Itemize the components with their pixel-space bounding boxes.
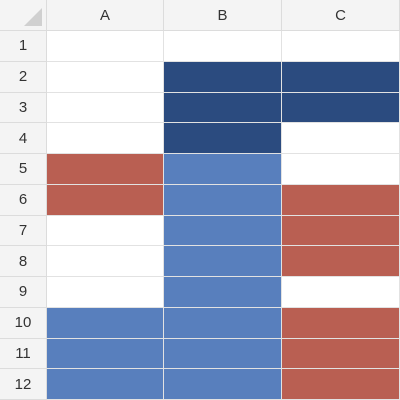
cell-a1[interactable] — [47, 31, 164, 62]
row-header-3[interactable]: 3 — [0, 92, 47, 124]
cell-c1[interactable] — [282, 31, 400, 62]
cell-b3[interactable] — [164, 92, 282, 124]
row-header-7[interactable]: 7 — [0, 215, 47, 247]
cell-a11[interactable] — [47, 338, 164, 370]
cell-b7[interactable] — [164, 215, 282, 247]
cell-a9[interactable] — [47, 277, 164, 308]
cell-a3[interactable] — [47, 92, 164, 124]
cell-a2[interactable] — [47, 61, 164, 93]
cell-b5[interactable] — [164, 154, 282, 185]
cell-c11[interactable] — [282, 338, 400, 370]
cell-c10[interactable] — [282, 307, 400, 339]
cell-c12[interactable] — [282, 369, 400, 400]
row-header-8[interactable]: 8 — [0, 246, 47, 277]
row-header-10[interactable]: 10 — [0, 307, 47, 339]
cell-a4[interactable] — [47, 123, 164, 154]
cell-c3[interactable] — [282, 92, 400, 124]
row-header-1[interactable]: 1 — [0, 31, 47, 62]
cell-c7[interactable] — [282, 215, 400, 247]
cell-c9[interactable] — [282, 277, 400, 308]
cell-c2[interactable] — [282, 61, 400, 93]
select-all-icon — [24, 8, 42, 26]
cell-b2[interactable] — [164, 61, 282, 93]
select-all-corner[interactable] — [0, 0, 47, 31]
cell-a5[interactable] — [47, 154, 164, 185]
row-header-5[interactable]: 5 — [0, 154, 47, 185]
column-header-a[interactable]: A — [47, 0, 164, 31]
cell-b10[interactable] — [164, 307, 282, 339]
row-header-11[interactable]: 11 — [0, 338, 47, 370]
row-header-9[interactable]: 9 — [0, 277, 47, 308]
cell-b1[interactable] — [164, 31, 282, 62]
cell-a6[interactable] — [47, 184, 164, 216]
cell-c8[interactable] — [282, 246, 400, 277]
cell-a10[interactable] — [47, 307, 164, 339]
row-header-2[interactable]: 2 — [0, 61, 47, 93]
cell-c4[interactable] — [282, 123, 400, 154]
cell-a12[interactable] — [47, 369, 164, 400]
column-header-b[interactable]: B — [164, 0, 282, 31]
row-header-6[interactable]: 6 — [0, 184, 47, 216]
cell-c5[interactable] — [282, 154, 400, 185]
cell-c6[interactable] — [282, 184, 400, 216]
cell-a7[interactable] — [47, 215, 164, 247]
cell-b8[interactable] — [164, 246, 282, 277]
cell-b11[interactable] — [164, 338, 282, 370]
cell-b12[interactable] — [164, 369, 282, 400]
cell-a8[interactable] — [47, 246, 164, 277]
row-header-4[interactable]: 4 — [0, 123, 47, 154]
row-header-12[interactable]: 12 — [0, 369, 47, 400]
cell-b4[interactable] — [164, 123, 282, 154]
cell-b6[interactable] — [164, 184, 282, 216]
column-header-c[interactable]: C — [282, 0, 400, 31]
cell-b9[interactable] — [164, 277, 282, 308]
